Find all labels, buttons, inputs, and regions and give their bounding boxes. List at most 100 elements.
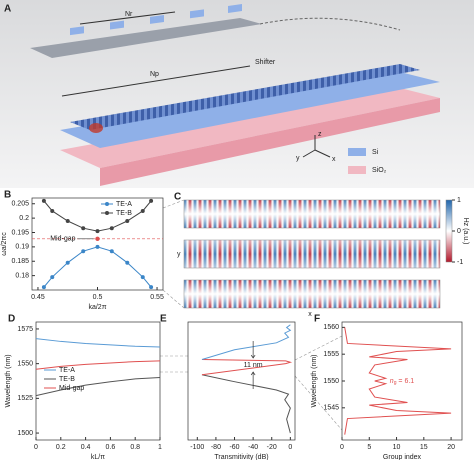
data-point (109, 249, 114, 254)
series-line (35, 360, 161, 370)
y-tick-label: 0.19 (15, 244, 29, 251)
y-tick-label: 0.205 (11, 201, 29, 208)
data-point (95, 244, 100, 249)
legend-label: TE-B (59, 376, 75, 383)
data-point (81, 249, 86, 254)
field-fade (184, 200, 440, 228)
si-layer (60, 72, 440, 148)
series-line (201, 358, 293, 376)
panel-label: A (4, 4, 11, 15)
axes-icon (302, 135, 331, 158)
shifter-label: Shifter (255, 59, 276, 66)
si-swatch (348, 148, 366, 156)
data-point (50, 208, 55, 213)
data-point (81, 226, 86, 231)
x-tick-label: 0 (34, 444, 38, 451)
x-tick-label: -60 (229, 444, 239, 451)
data-point (140, 275, 145, 280)
legend-label: Mid-gap (59, 385, 84, 392)
legend-marker (105, 202, 109, 206)
y-axis-label: Wavelength (nm) (5, 354, 12, 407)
field-fade (184, 240, 440, 268)
inset-connector (259, 17, 401, 31)
midgap-point (95, 236, 100, 242)
x-tick-label: -100 (190, 444, 204, 451)
data-point (65, 260, 70, 265)
plot-frame (187, 321, 296, 441)
data-point (149, 198, 154, 203)
x-axis-label: Group index (383, 454, 422, 460)
y-tick-label: 1550 (17, 360, 33, 367)
series-line (201, 374, 291, 434)
substrate-side (100, 98, 440, 186)
series-line (35, 377, 161, 397)
x-tick-label: 5 (367, 444, 371, 451)
x-axis-label: ka/2π (88, 304, 106, 311)
x-tick-label: 0.55 (150, 294, 164, 301)
panel-c: C y x Hz (a.u.) (174, 192, 469, 318)
series-line (201, 324, 292, 360)
y-tick-label: 1575 (17, 326, 33, 333)
x-tick-label: 0 (340, 444, 344, 451)
data-point (149, 285, 154, 290)
series-line (43, 200, 152, 232)
x-label: x (308, 311, 312, 318)
field-frames (183, 199, 441, 309)
y-tick-label: 1560 (323, 324, 339, 331)
annotation-text: ng = 6.1 (390, 378, 415, 386)
x-tick-label: 1 (158, 444, 162, 451)
field-fade (184, 280, 440, 308)
axis-y: y (296, 155, 300, 162)
legend-label: TE-A (116, 201, 132, 208)
y-label: y (177, 251, 181, 258)
connector-lines (160, 199, 343, 431)
inset-plate (30, 18, 262, 58)
axis-x: x (332, 156, 336, 163)
y-tick-label: 1550 (323, 378, 339, 385)
x-tick-label: -80 (211, 444, 221, 451)
x-tick-label: -20 (267, 444, 277, 451)
x-tick-label: 20 (447, 444, 455, 451)
sio2-label: SiO₂ (372, 167, 387, 174)
nr-label: Nr (125, 11, 133, 18)
y-tick-label: 1500 (17, 430, 33, 437)
series-line (43, 246, 152, 288)
annotation-symbol: n (390, 378, 394, 385)
y-tick-label: 0.185 (11, 258, 29, 265)
x-tick-label: 0.8 (130, 444, 140, 451)
panel-label: E (160, 314, 167, 325)
panel-label: D (8, 314, 15, 325)
x-axis-label: kL/π (91, 454, 105, 460)
data-point (125, 219, 130, 223)
y-tick-label: 0.18 (15, 272, 29, 279)
data-point (50, 275, 55, 280)
x-tick-label: 10 (393, 444, 401, 451)
annotation-text: 11 nm (244, 362, 263, 369)
x-tick-label: 0.2 (56, 444, 66, 451)
y-tick-label: 1545 (323, 405, 339, 412)
x-tick-label: 0.45 (31, 294, 45, 301)
data-point (95, 229, 100, 234)
si-label: Si (372, 149, 379, 156)
colorbar-tick-label: 1 (457, 197, 461, 204)
sio2-swatch (348, 166, 366, 174)
annotation-rest: = 6.1 (396, 378, 414, 385)
data-point (140, 208, 145, 213)
plot-frame (35, 321, 161, 441)
data-point (41, 285, 46, 290)
x-tick-label: 0.4 (81, 444, 91, 451)
np-label: Np (150, 71, 159, 78)
x-tick-label: 15 (420, 444, 428, 451)
panel-label: F (314, 314, 320, 325)
data-point (109, 226, 114, 231)
series-line (35, 338, 161, 348)
data-point (125, 260, 130, 265)
x-tick-label: -40 (248, 444, 258, 451)
legend-marker (105, 211, 109, 215)
colorbar (445, 199, 453, 263)
y-tick-label: 1525 (17, 395, 33, 402)
colorbar-tick-label: 0 (457, 228, 461, 235)
panel-a: A Nr Np Shifter Si SiO₂ z y x (0, 0, 474, 188)
legend-label: TE-A (59, 367, 75, 374)
